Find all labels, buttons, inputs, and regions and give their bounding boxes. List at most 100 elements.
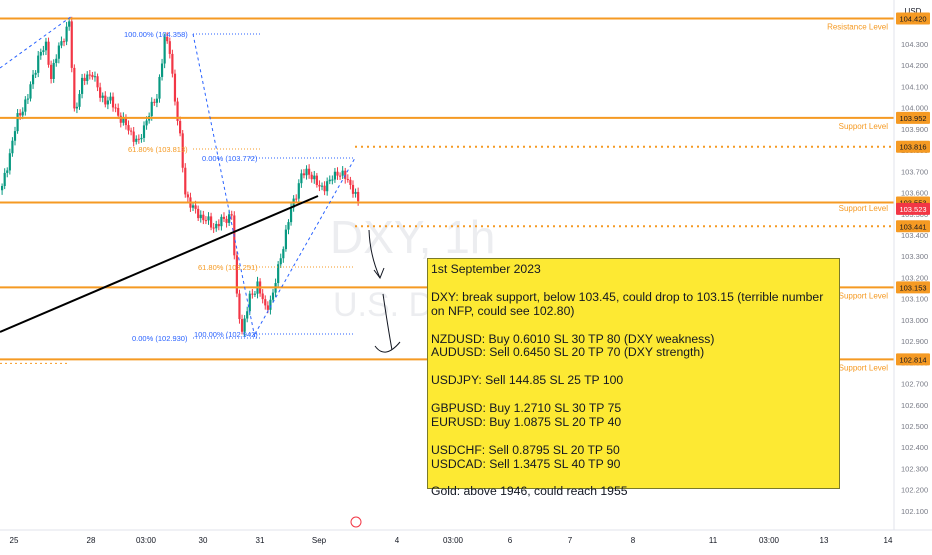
candle-body [209, 216, 213, 228]
x-tick-7: 03:00 [443, 536, 464, 545]
candle-body [31, 74, 35, 85]
candle-body [297, 183, 300, 199]
note-usdcad: USDCAD: Sell 1.3475 SL 40 TP 90 [431, 456, 621, 471]
candle-body [279, 258, 282, 265]
fib-diagonal-3 [0, 15, 73, 69]
candle-body [55, 58, 58, 63]
price-badge-1-bg [896, 111, 930, 124]
candle-body [179, 120, 182, 134]
candle-body [122, 116, 125, 123]
note-usdchf: USDCHF: Sell 0.8795 SL 20 TP 50 [431, 442, 620, 457]
candle-body [44, 41, 48, 51]
y-tick-12: 103.200 [901, 273, 928, 282]
candle-body [13, 131, 17, 141]
y-tick-8: 103.600 [901, 189, 928, 198]
currency-label: USD [905, 7, 922, 16]
candle-body [323, 185, 326, 192]
candle-body [1, 185, 4, 191]
x-tick-6: 4 [395, 536, 400, 545]
y-tick-19: 102.500 [901, 422, 928, 431]
time-axis-panel [0, 530, 932, 550]
x-tick-1: 28 [87, 536, 96, 545]
price-badge-6-text: 102.814 [899, 355, 926, 364]
candle-body [181, 133, 184, 168]
candle-body [220, 216, 223, 227]
y-tick-5: 103.900 [901, 125, 928, 134]
candle-body [204, 220, 208, 222]
candle-body [235, 255, 238, 294]
candle-body [197, 208, 200, 219]
candle-body [132, 131, 135, 142]
note-title: 1st September 2023 [431, 262, 541, 276]
candle-body [310, 174, 313, 180]
y-tick-13: 103.100 [901, 295, 928, 304]
y-tick-7: 103.700 [901, 167, 928, 176]
candle-body [80, 77, 84, 94]
candle-body [99, 87, 102, 98]
x-tick-11: 11 [709, 536, 718, 545]
replay-icon [350, 516, 362, 528]
candle-body [349, 179, 352, 185]
candle-body [29, 84, 32, 99]
analysis-note[interactable]: 1st September 2023 DXY: break support, b… [427, 258, 840, 498]
candle-body [228, 214, 231, 223]
y-tick-3: 104.100 [901, 82, 928, 91]
note-nzdusd: NZDUSD: Buy 0.6010 SL 30 TP 80 (DXY weak… [431, 331, 715, 346]
price-badge-2-bg [896, 140, 930, 153]
fib-label-2: 0.00% (102.930) [132, 334, 188, 343]
candle-body [333, 171, 337, 180]
x-tick-5: Sep [312, 536, 327, 545]
candle-body [137, 138, 140, 140]
candle-body [83, 77, 86, 81]
candle-body [266, 305, 269, 310]
price-badge-6-bg [896, 353, 930, 366]
candle-body [207, 216, 210, 221]
candle-body [127, 125, 130, 131]
candle-body [315, 175, 318, 185]
note-audusd: AUDUSD: Sell 0.6450 SL 20 TP 70 (DXY str… [431, 345, 705, 360]
candle-body [11, 140, 14, 154]
candle-body [176, 101, 179, 121]
candle-body [21, 111, 24, 116]
x-tick-13: 13 [820, 536, 829, 545]
level-label-0: Resistance Level [827, 23, 888, 32]
candle-body [153, 101, 156, 103]
price-badge-5-bg [896, 281, 930, 294]
candle-body [217, 223, 220, 227]
candle-body [318, 184, 321, 187]
candle-body [158, 76, 161, 99]
candle-body [246, 311, 249, 319]
candle-body [106, 100, 109, 105]
candle-body [271, 292, 275, 300]
price-axis-panel [894, 0, 932, 550]
candle-body [142, 125, 146, 138]
x-tick-0: 25 [10, 536, 19, 545]
candle-body [194, 205, 197, 209]
candle-body [60, 41, 63, 46]
y-tick-1: 104.300 [901, 40, 928, 49]
fib-diagonal-2 [254, 157, 356, 335]
candle-body [163, 36, 166, 64]
x-tick-2: 03:00 [136, 536, 157, 545]
candle-body [191, 205, 195, 208]
candle-body [6, 170, 9, 173]
candle-body [68, 21, 71, 27]
note-eurusd: EURUSD: Buy 1.0875 SL 20 TP 40 [431, 414, 622, 429]
x-tick-10: 8 [631, 536, 636, 545]
candle-body [57, 45, 60, 59]
candle-body [150, 101, 153, 117]
candle-body [320, 185, 324, 187]
y-tick-2: 104.200 [901, 61, 928, 70]
candle-body [230, 214, 233, 216]
candle-body [331, 179, 334, 181]
y-tick-4: 104.000 [901, 104, 928, 113]
y-tick-15: 102.900 [901, 337, 928, 346]
candle-body [166, 36, 169, 42]
candle-body [88, 74, 91, 76]
y-tick-18: 102.600 [901, 401, 928, 410]
candle-body [186, 194, 189, 198]
y-tick-11: 103.300 [901, 252, 928, 261]
candle-body [73, 67, 76, 109]
candle-body [117, 107, 120, 116]
candle-body [62, 41, 66, 43]
